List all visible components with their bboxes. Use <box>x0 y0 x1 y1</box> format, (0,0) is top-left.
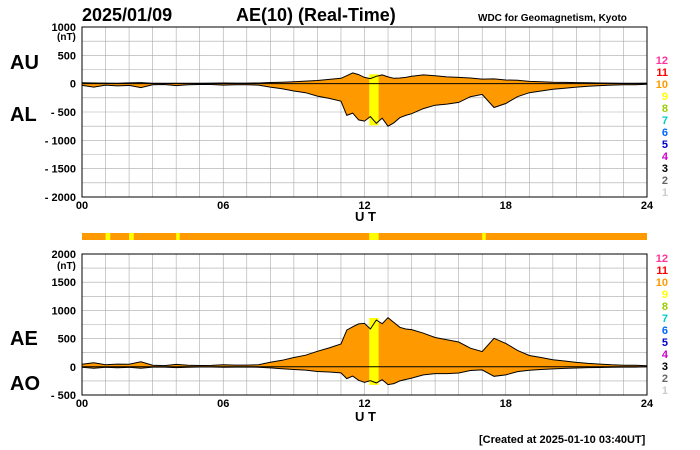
level-label: 1 <box>662 385 668 397</box>
highlight-band <box>369 74 379 126</box>
area-fill <box>82 317 647 385</box>
x-tick-label: 18 <box>500 200 512 212</box>
panel2-unit-label: (nT) <box>57 261 76 272</box>
panel2-xlabel: U T <box>355 409 376 424</box>
level-label: 8 <box>662 103 668 115</box>
level-label: 10 <box>656 277 668 289</box>
x-tick-label: 06 <box>217 398 229 410</box>
x-tick-label: 24 <box>641 398 654 410</box>
level-label: 2 <box>662 175 668 187</box>
x-tick-label: 24 <box>641 200 654 212</box>
status-bar-highlight <box>176 233 180 240</box>
status-bar-highlight <box>482 233 486 240</box>
x-tick-label: 06 <box>217 200 229 212</box>
x-tick-label: 00 <box>76 398 88 410</box>
y-tick-label: 500 <box>58 50 76 62</box>
level-label: 6 <box>662 325 668 337</box>
level-label: 3 <box>662 163 668 175</box>
y-tick-label: 1000 <box>52 305 76 317</box>
level-label: 12 <box>656 55 668 67</box>
ao-label: AO <box>10 373 40 395</box>
panel-2: - 500 0 500 1000 1500 2000 00 06 12 18 24 <box>51 249 654 410</box>
chart-panels: - 2000 - 1500 - 1000 - 500 0 500 1000 00 06 12 18 2… <box>45 22 654 410</box>
level-label: 5 <box>662 139 668 151</box>
plot-frame <box>81 253 648 396</box>
status-bar-highlight <box>129 233 134 240</box>
source-label: WDC for Geomagnetism, Kyoto <box>478 13 627 24</box>
y-tick-label: - 1000 <box>45 135 76 147</box>
level-label: 10 <box>656 79 668 91</box>
level-label: 9 <box>662 289 668 301</box>
panel1-xlabel: U T <box>355 209 376 224</box>
level-label: 11 <box>656 67 668 79</box>
level-label: 4 <box>662 151 669 163</box>
level-label: 11 <box>656 265 668 277</box>
series-line-al <box>81 83 648 127</box>
y-tick-label: 1000 <box>52 22 76 34</box>
level-label: 7 <box>662 115 668 127</box>
level-label: 9 <box>662 91 668 103</box>
status-bar-highlight <box>369 233 379 240</box>
panel-1: - 2000 - 1500 - 1000 - 500 0 500 1000 00 06 12 18 2… <box>45 22 654 212</box>
y-tick-label: 500 <box>58 334 76 346</box>
station-status-bar <box>82 233 647 240</box>
level-label: 7 <box>662 313 668 325</box>
panel1-unit-label: (nT) <box>57 32 76 43</box>
y-tick-label: 0 <box>70 362 76 374</box>
au-label: AU <box>10 52 39 74</box>
highlight-band <box>369 317 379 385</box>
ae-label: AE <box>10 328 38 350</box>
y-tick-label: 1500 <box>52 277 76 289</box>
level-label: 4 <box>662 349 669 361</box>
chart-title: AE(10) (Real-Time) <box>236 5 396 25</box>
y-tick-label: - 1500 <box>45 164 76 176</box>
level-label: 2 <box>662 373 668 385</box>
plot-frame <box>81 26 648 198</box>
date-title: 2025/01/09 <box>82 5 172 25</box>
y-tick-label: 2000 <box>52 249 76 261</box>
level-label: 1 <box>662 187 668 199</box>
level-label: 8 <box>662 301 668 313</box>
x-tick-label: 12 <box>358 200 370 212</box>
series-line-ae <box>81 317 648 367</box>
x-tick-label: 18 <box>500 398 512 410</box>
level-label: 3 <box>662 361 668 373</box>
status-bar-highlight <box>105 233 111 240</box>
y-tick-label: - 500 <box>51 107 76 119</box>
level-label: 6 <box>662 127 668 139</box>
x-tick-label: 00 <box>76 200 88 212</box>
al-label: AL <box>10 104 37 126</box>
status-bar-base <box>82 233 647 240</box>
x-tick-label: 12 <box>358 398 370 410</box>
created-timestamp: [Created at 2025-01-10 03:40UT] <box>479 434 646 446</box>
y-tick-label: - 2000 <box>45 192 76 204</box>
level-label: 12 <box>656 253 668 265</box>
area-fill <box>82 72 647 127</box>
level-label: 5 <box>662 337 668 349</box>
y-tick-label: 0 <box>70 79 76 91</box>
y-tick-label: - 500 <box>51 390 76 402</box>
